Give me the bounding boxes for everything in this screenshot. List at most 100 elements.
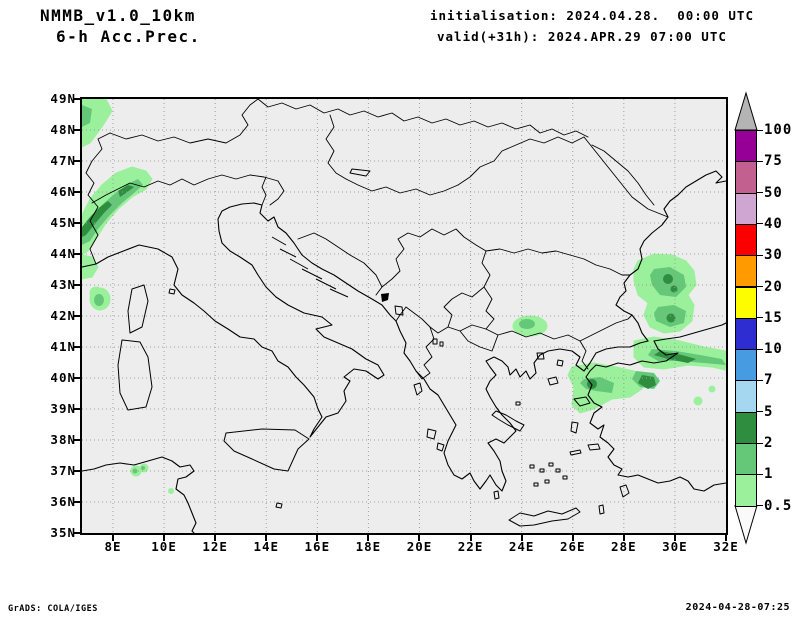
lat-tick xyxy=(74,222,81,224)
map-area xyxy=(80,97,728,535)
colorbar-tick xyxy=(757,348,763,350)
colorbar-tick xyxy=(757,254,763,256)
lon-label: 26E xyxy=(559,539,586,554)
lon-label: 30E xyxy=(662,539,688,554)
lat-tick xyxy=(74,501,81,503)
gridlines-layer xyxy=(82,99,726,533)
colorbar-label: 5 xyxy=(764,403,774,420)
colorbar-segment xyxy=(735,474,757,507)
lon-tick xyxy=(265,535,268,541)
colorbar-label: 50 xyxy=(764,184,783,201)
colorbar-segment xyxy=(735,380,757,413)
lon-tick xyxy=(112,535,114,541)
lat-label: 36N xyxy=(50,494,76,509)
station-marker xyxy=(381,293,389,302)
colorbar-label: 100 xyxy=(764,122,793,138)
colorbar-segment xyxy=(735,223,757,257)
precip-medium-layer xyxy=(82,105,726,474)
colorbar-label: 40 xyxy=(764,215,783,232)
colorbar-label: 0.5 xyxy=(764,497,793,514)
lat-tick xyxy=(74,470,81,472)
lon-tick xyxy=(367,535,370,541)
colorbar-segment xyxy=(735,349,757,382)
lat-label: 48N xyxy=(50,122,76,137)
product-title: 6-h Acc.Prec. xyxy=(56,27,201,46)
lon-label: 8E xyxy=(104,539,122,554)
colorbar-label: 20 xyxy=(764,278,783,295)
lat-tick xyxy=(74,129,81,131)
valid-time: valid(+31h): 2024.APR.29 07:00 UTC xyxy=(437,29,727,44)
lat-label: 49N xyxy=(50,91,76,106)
lat-label: 38N xyxy=(50,432,76,447)
precip-light-layer xyxy=(82,99,726,494)
init-time: initialisation: 2024.04.28. 00:00 UTC xyxy=(430,8,754,23)
credit: GrADS: COLA/IGES xyxy=(8,604,98,614)
model-title: NMMB_v1.0_10km xyxy=(40,6,196,25)
colorbar-tick xyxy=(757,160,763,162)
lat-tick xyxy=(74,191,81,193)
colorbar-segment xyxy=(735,317,757,351)
colorbar-tick xyxy=(757,192,763,194)
lon-tick xyxy=(724,535,727,541)
lon-tick xyxy=(622,535,625,541)
precip-dark-layer xyxy=(82,185,696,389)
lat-tick xyxy=(74,284,81,286)
lat-label: 45N xyxy=(50,215,76,230)
lon-label: 14E xyxy=(253,539,280,554)
lat-label: 42N xyxy=(50,308,76,323)
lon-tick xyxy=(214,535,217,541)
colorbar-segment xyxy=(735,255,757,288)
lon-tick xyxy=(673,535,676,541)
lat-tick xyxy=(74,408,81,410)
lat-tick xyxy=(74,377,81,379)
lon-label: 20E xyxy=(406,539,433,554)
lon-tick xyxy=(163,535,166,541)
colorbar-segment xyxy=(735,130,757,163)
lon-label: 12E xyxy=(202,539,228,554)
lat-label: 46N xyxy=(50,184,76,199)
colorbar-below-min xyxy=(734,505,758,545)
lon-label: 10E xyxy=(151,539,177,554)
lat-tick xyxy=(74,532,81,534)
colorbar-label: 75 xyxy=(764,153,783,170)
lat-tick xyxy=(74,315,81,317)
lat-tick xyxy=(74,346,81,348)
colorbar-label: 30 xyxy=(764,247,783,264)
colorbar-segment xyxy=(735,411,757,444)
lat-label: 44N xyxy=(50,246,76,261)
colorbar-tick xyxy=(757,129,763,131)
lat-label: 37N xyxy=(50,463,76,478)
lat-label: 47N xyxy=(50,153,76,168)
lon-tick xyxy=(316,535,319,541)
map-canvas xyxy=(82,99,726,533)
lat-tick xyxy=(74,439,81,441)
colorbar-tick xyxy=(757,223,763,225)
colorbar-tick xyxy=(757,379,763,381)
colorbar-segment xyxy=(735,443,757,476)
lon-label: 32E xyxy=(713,539,739,554)
lat-label: 41N xyxy=(50,339,76,354)
lat-tick xyxy=(74,98,81,100)
colorbar-label: 1 xyxy=(764,466,774,483)
colorbar-tick xyxy=(757,286,763,287)
lat-label: 43N xyxy=(50,277,76,292)
colorbar-segment xyxy=(735,161,757,194)
colorbar-tick xyxy=(757,442,763,444)
colorbar-segment xyxy=(735,192,757,225)
lon-label: 28E xyxy=(611,539,637,554)
islands-layer xyxy=(117,168,630,527)
colorbar-label: 7 xyxy=(764,372,774,389)
colorbar-label: 2 xyxy=(764,435,774,451)
lon-tick xyxy=(571,535,574,541)
colorbar-tick xyxy=(757,505,763,507)
lat-tick xyxy=(74,160,81,162)
lon-tick xyxy=(520,535,523,541)
colorbar-label: 15 xyxy=(764,309,783,326)
lat-label: 39N xyxy=(50,401,76,416)
timestamp: 2024-04-28-07:25 xyxy=(685,602,790,613)
borders-layer xyxy=(85,99,669,380)
lon-label: 18E xyxy=(355,539,382,554)
colorbar-tick xyxy=(757,473,763,475)
lon-tick xyxy=(418,535,421,541)
